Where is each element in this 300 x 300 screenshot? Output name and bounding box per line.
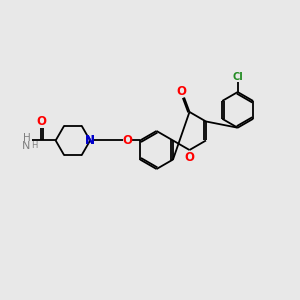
Text: N: N [85,134,95,147]
Text: N: N [85,134,95,147]
Text: O: O [36,115,46,128]
Text: O: O [123,134,133,147]
Text: H: H [31,141,37,150]
Text: H: H [23,133,30,143]
Text: Cl: Cl [232,72,243,82]
Text: N: N [22,141,31,151]
Text: O: O [177,85,187,98]
Text: O: O [184,151,194,164]
